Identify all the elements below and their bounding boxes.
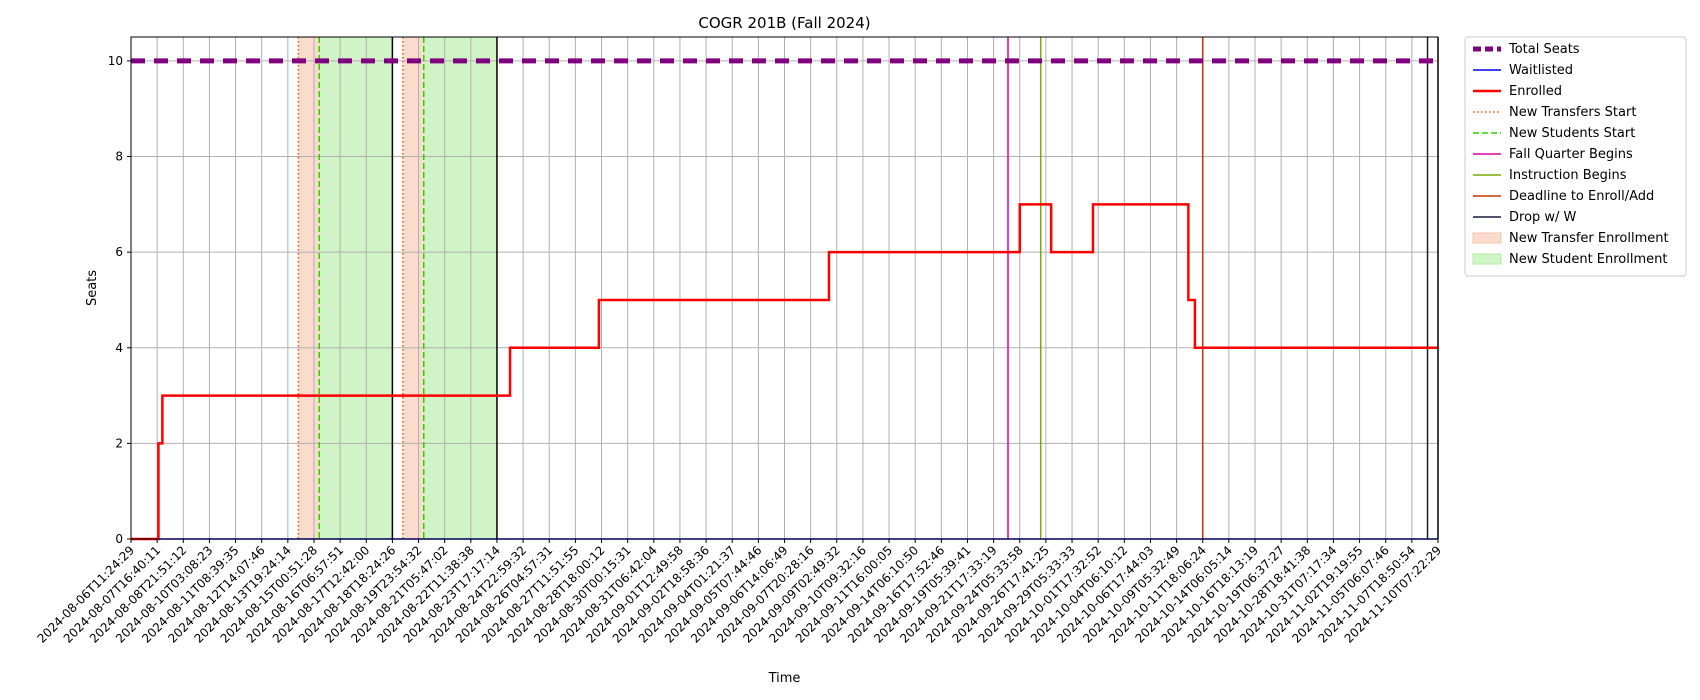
span-new-student-enrollment-1 bbox=[423, 37, 497, 539]
legend-label: Total Seats bbox=[1508, 42, 1580, 57]
legend-label: Drop w/ W bbox=[1509, 210, 1577, 225]
legend: Total Seats Waitlisted Enrolled New Transfe… bbox=[1464, 36, 1687, 277]
y-tick-label: 0 bbox=[115, 532, 123, 546]
y-axis-label: Seats bbox=[85, 270, 100, 306]
legend-label: Deadline to Enroll/Add bbox=[1509, 189, 1654, 204]
y-tick-label: 10 bbox=[108, 54, 123, 68]
span-new-transfer-enrollment-1 bbox=[402, 37, 424, 539]
y-tick-label: 4 bbox=[115, 341, 123, 355]
legend-label: New Transfers Start bbox=[1509, 105, 1636, 120]
legend-label: Instruction Begins bbox=[1509, 168, 1627, 183]
legend-label: New Transfer Enrollment bbox=[1509, 231, 1669, 246]
legend-swatch bbox=[1472, 232, 1502, 244]
plot-area bbox=[130, 36, 1439, 541]
span-new-student-enrollment-0 bbox=[319, 37, 393, 539]
legend-label: Fall Quarter Begins bbox=[1509, 147, 1633, 162]
legend-label: New Student Enrollment bbox=[1509, 252, 1667, 267]
legend-swatch bbox=[1472, 253, 1502, 265]
y-tick-label: 8 bbox=[115, 150, 123, 164]
span-new-transfer-enrollment-0 bbox=[298, 37, 320, 539]
legend-box bbox=[1464, 36, 1687, 277]
x-axis-label: Time bbox=[768, 671, 801, 686]
legend-label: New Students Start bbox=[1509, 126, 1635, 141]
legend-label: Enrolled bbox=[1509, 84, 1562, 99]
legend-label: Waitlisted bbox=[1509, 63, 1573, 78]
y-tick-label: 6 bbox=[115, 245, 123, 259]
chart-title: COGR 201B (Fall 2024) bbox=[698, 14, 870, 32]
series-enrolled bbox=[131, 203, 1438, 541]
y-tick-label: 2 bbox=[115, 436, 123, 450]
